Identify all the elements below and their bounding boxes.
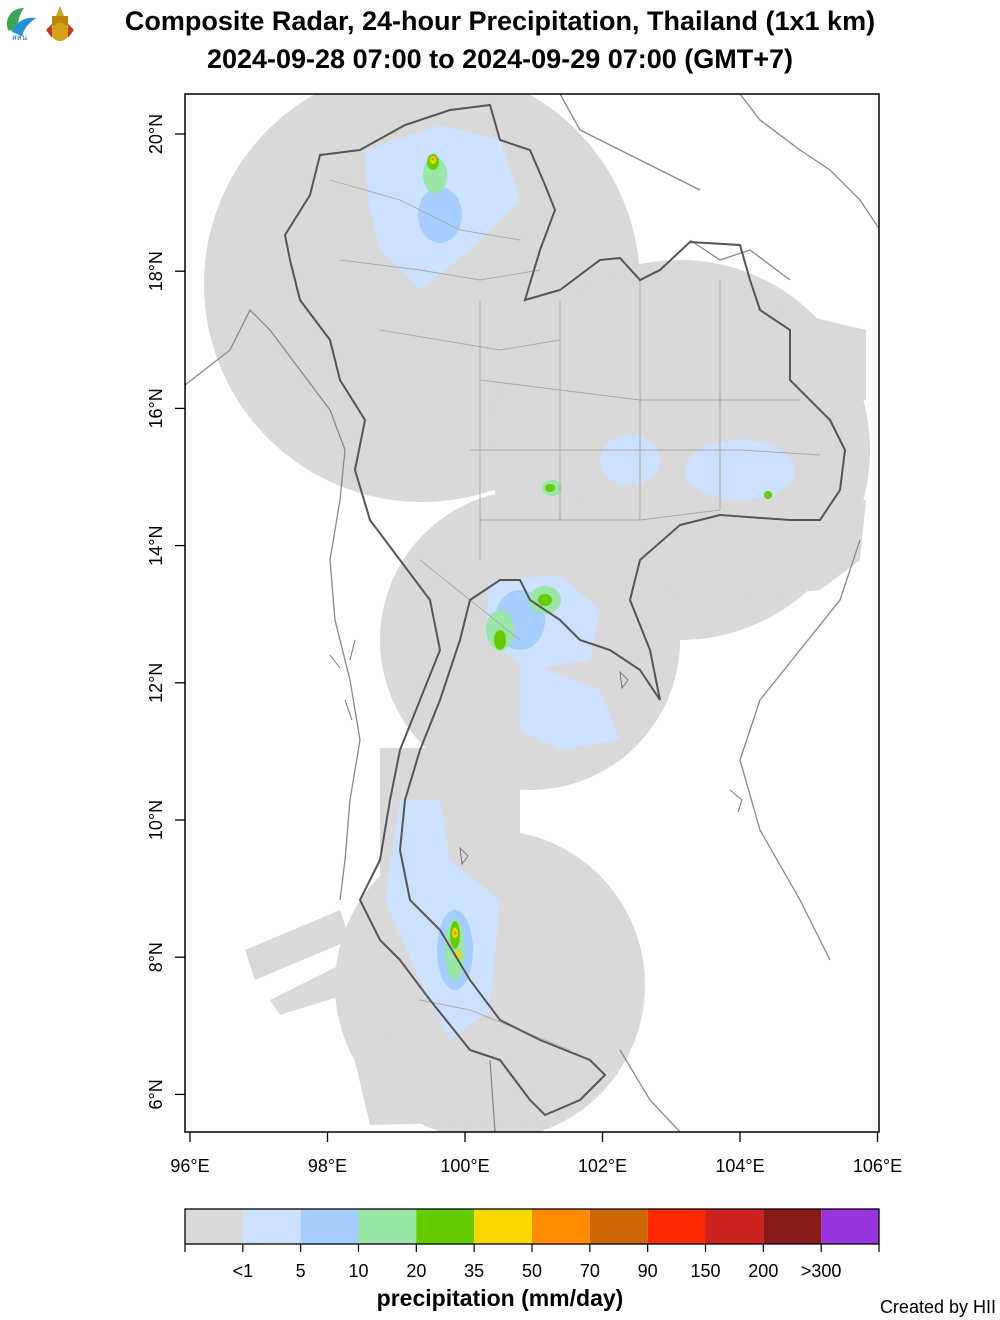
y-tick-label: 18°N (146, 251, 166, 291)
chart-title: Composite Radar, 24-hour Precipitation, … (124, 6, 876, 36)
legend-swatch (474, 1209, 532, 1244)
legend-swatch (821, 1209, 879, 1244)
legend-swatch (242, 1209, 301, 1244)
legend-label: 5 (296, 1261, 306, 1281)
legend-label: 150 (690, 1261, 720, 1281)
plot-frame (184, 93, 880, 1133)
hii-logo: สสน (6, 8, 36, 42)
y-axis: 20°N 18°N 16°N 14°N 12°N 10°N 8°N 6°N (146, 114, 185, 1110)
x-tick-label: 102°E (578, 1156, 627, 1176)
legend-swatch (416, 1209, 475, 1244)
y-tick-label: 8°N (146, 942, 166, 972)
legend-label: 50 (522, 1261, 542, 1281)
legend-swatch (185, 1209, 243, 1244)
credit-text: Created by HII (879, 1297, 996, 1317)
legend-label: 20 (406, 1261, 426, 1281)
chart-subtitle: 2024-09-28 07:00 to 2024-09-29 07:00 (GM… (206, 44, 794, 74)
rain-70mm (431, 157, 457, 935)
y-tick-label: 16°N (146, 388, 166, 428)
x-tick-label: 100°E (440, 1156, 489, 1176)
legend-swatch (647, 1209, 706, 1244)
x-tick-label: 98°E (308, 1156, 347, 1176)
x-tick-label: 104°E (715, 1156, 764, 1176)
legend-swatch (358, 1209, 417, 1244)
color-legend: <1 5 10 20 35 50 70 90 150 200 >300 (184, 1208, 880, 1281)
y-tick-label: 20°N (146, 114, 166, 154)
legend-swatch (705, 1209, 764, 1244)
x-axis: 96°E 98°E 100°E 102°E 104°E 106°E (170, 1132, 902, 1176)
legend-title: precipitation (mm/day) (376, 1285, 624, 1311)
y-tick-label: 12°N (146, 663, 166, 703)
agency-logos: สสน (2, 2, 82, 44)
neighbor-borders (185, 94, 879, 1132)
royal-emblem-logo (46, 6, 74, 41)
logo-text: สสน (12, 33, 28, 42)
map-layer (185, 94, 879, 1132)
legend-swatch (300, 1209, 359, 1244)
y-tick-label: 14°N (146, 525, 166, 565)
legend-label: 200 (748, 1261, 778, 1281)
legend-label: >300 (801, 1261, 842, 1281)
legend-swatch (589, 1209, 648, 1244)
x-tick-label: 106°E (853, 1156, 902, 1176)
y-tick-label: 10°N (146, 800, 166, 840)
y-tick-label: 6°N (146, 1079, 166, 1109)
legend-label: 70 (580, 1261, 600, 1281)
legend-label: 10 (348, 1261, 368, 1281)
legend-swatch (763, 1209, 822, 1244)
coastline (329, 639, 743, 866)
thailand-border (283, 103, 847, 1117)
legend-swatch (532, 1209, 590, 1244)
legend-label: 90 (638, 1261, 658, 1281)
legend-label: 35 (464, 1261, 484, 1281)
province-borders (329, 179, 821, 1051)
legend-label: <1 (233, 1261, 254, 1281)
x-tick-label: 96°E (170, 1156, 209, 1176)
